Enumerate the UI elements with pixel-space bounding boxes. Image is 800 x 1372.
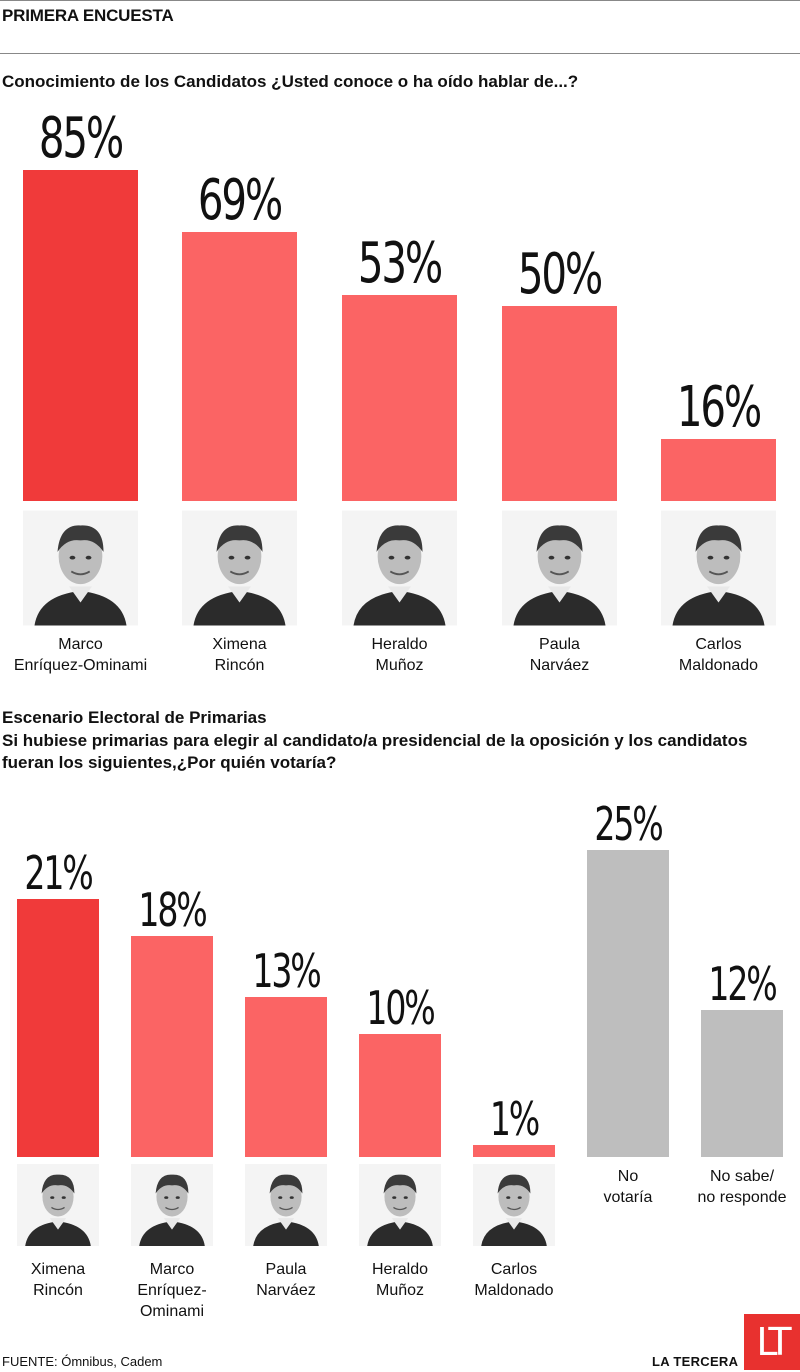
bar-value-label: 18%	[138, 882, 207, 937]
bar-value-label: 13%	[252, 944, 321, 999]
bar-1	[23, 170, 138, 501]
bar-value-label: 69%	[197, 168, 283, 234]
brand-name: LA TERCERA	[652, 1354, 739, 1369]
bar-value-label: 1%	[489, 1091, 540, 1146]
chart2-title: Escenario Electoral de Primarias	[2, 708, 267, 727]
bar-2	[182, 232, 297, 501]
header-title: PRIMERA ENCUESTA	[2, 6, 174, 25]
category-label: Ximena Rincón	[212, 636, 267, 674]
candidate-photo	[359, 1163, 441, 1247]
candidate-photo	[131, 1163, 213, 1247]
candidate-photo	[473, 1163, 555, 1247]
bar-value-label: 50%	[517, 242, 603, 308]
bar-3	[342, 294, 457, 501]
category-label: No votaría	[603, 1168, 653, 1206]
bar-7	[701, 1009, 783, 1157]
category-label: Paula Narváez	[529, 636, 590, 674]
bar-value-label: 25%	[594, 797, 663, 851]
bar-value-label: 53%	[357, 230, 443, 296]
category-label: No sabe/no responde	[697, 1168, 787, 1206]
bar-4	[502, 306, 617, 501]
candidate-photo	[245, 1163, 327, 1247]
brand-logo: LT	[744, 1314, 800, 1370]
bar-value-label: 85%	[38, 106, 124, 171]
bar-2	[131, 935, 213, 1157]
bar-5	[473, 1144, 555, 1157]
source-note: FUENTE: Ómnibus, Cadem	[2, 1354, 163, 1369]
category-label: Carlos Maldonado	[474, 1261, 554, 1299]
bar-value-label: 12%	[708, 956, 777, 1011]
chart2-subtitle: Si hubiese primarias para elegir al cand…	[2, 731, 748, 772]
category-label: Carlos Maldonado	[678, 636, 759, 674]
candidate-photo	[342, 508, 457, 628]
bar-1	[17, 899, 99, 1157]
chart1-title: Conocimiento de los Candidatos ¿Usted co…	[2, 72, 579, 91]
bar-3	[245, 997, 327, 1157]
bar-value-label: 16%	[676, 374, 762, 440]
bar-value-label: 21%	[24, 846, 93, 901]
bar-6	[587, 850, 669, 1157]
category-label: Ximena Rincón	[30, 1261, 86, 1299]
candidate-photo	[17, 1163, 99, 1247]
bar-value-label: 10%	[366, 981, 435, 1036]
bar-5	[661, 438, 776, 501]
candidate-photo	[661, 508, 776, 628]
candidate-photo	[182, 508, 297, 628]
category-label: Paula Narváez	[256, 1261, 316, 1299]
bar-4	[359, 1034, 441, 1157]
top-rule	[0, 0, 800, 1]
candidate-photo	[23, 508, 138, 628]
category-label: Heraldo Muñoz	[371, 636, 428, 674]
category-label: Heraldo Muñoz	[371, 1261, 429, 1299]
candidate-photo	[502, 508, 617, 628]
header-rule	[0, 53, 800, 54]
